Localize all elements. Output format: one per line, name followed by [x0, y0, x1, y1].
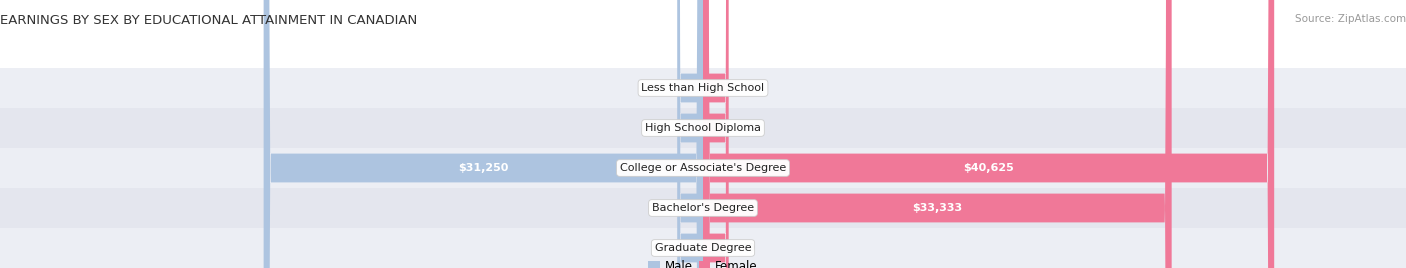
Text: Graduate Degree: Graduate Degree — [655, 243, 751, 253]
Text: $0: $0 — [651, 83, 665, 93]
FancyBboxPatch shape — [678, 0, 703, 268]
Bar — [0, 228, 1406, 268]
Text: $0: $0 — [651, 243, 665, 253]
Text: EARNINGS BY SEX BY EDUCATIONAL ATTAINMENT IN CANADIAN: EARNINGS BY SEX BY EDUCATIONAL ATTAINMEN… — [0, 14, 418, 27]
Text: $0: $0 — [741, 243, 755, 253]
Bar — [0, 188, 1406, 228]
Text: College or Associate's Degree: College or Associate's Degree — [620, 163, 786, 173]
Text: High School Diploma: High School Diploma — [645, 123, 761, 133]
Text: $31,250: $31,250 — [458, 163, 509, 173]
Bar — [0, 148, 1406, 188]
Text: Source: ZipAtlas.com: Source: ZipAtlas.com — [1295, 14, 1406, 24]
Text: $33,333: $33,333 — [912, 203, 962, 213]
FancyBboxPatch shape — [703, 0, 728, 268]
FancyBboxPatch shape — [678, 0, 703, 268]
Text: Bachelor's Degree: Bachelor's Degree — [652, 203, 754, 213]
FancyBboxPatch shape — [703, 0, 1171, 268]
Bar — [0, 108, 1406, 148]
Text: $0: $0 — [741, 123, 755, 133]
FancyBboxPatch shape — [678, 0, 703, 268]
FancyBboxPatch shape — [703, 0, 1274, 268]
Legend: Male, Female: Male, Female — [644, 256, 762, 268]
Bar — [0, 68, 1406, 108]
FancyBboxPatch shape — [703, 0, 728, 268]
Text: $0: $0 — [651, 203, 665, 213]
Text: $40,625: $40,625 — [963, 163, 1014, 173]
FancyBboxPatch shape — [263, 0, 703, 268]
Text: $0: $0 — [741, 83, 755, 93]
FancyBboxPatch shape — [678, 0, 703, 268]
Text: Less than High School: Less than High School — [641, 83, 765, 93]
FancyBboxPatch shape — [703, 0, 728, 268]
Text: $0: $0 — [651, 123, 665, 133]
